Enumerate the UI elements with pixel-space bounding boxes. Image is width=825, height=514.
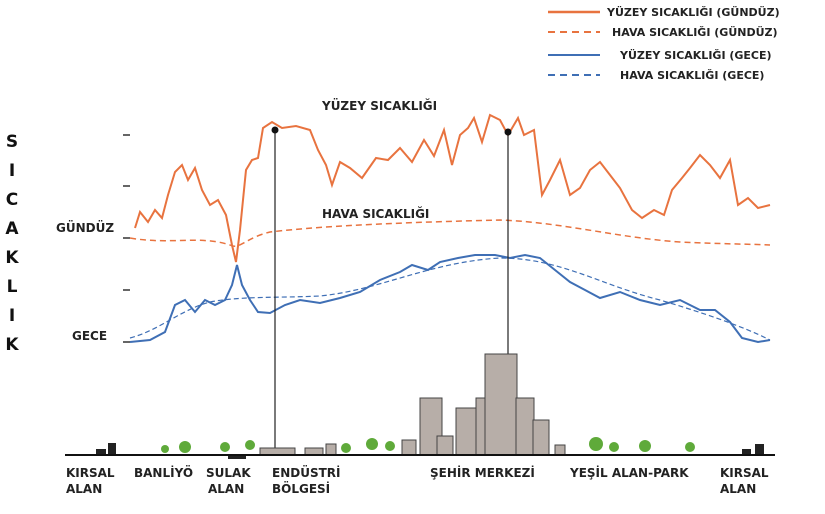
marker-dot xyxy=(271,126,279,134)
air-day-curve xyxy=(129,219,771,247)
zone-label: KIRSAL xyxy=(720,466,769,480)
zone-label: YEŞİL ALAN-PARK xyxy=(569,465,689,480)
zone-label: ENDÜSTRİ xyxy=(272,465,340,480)
rural-houses xyxy=(96,443,764,459)
zone-label: BANLİYÖ xyxy=(134,465,193,480)
surface-night-curve xyxy=(129,253,771,344)
axis-label: SICAKLIK xyxy=(2,132,22,364)
legend-label: YÜZEY SICAKLIĞI (GECE) xyxy=(619,48,772,62)
marker-dot xyxy=(504,128,512,136)
legend-label: HAVA SICAKLIĞI (GÜNDÜZ) xyxy=(612,25,778,39)
legend-label: YÜZEY SICAKLIĞI (GÜNDÜZ) xyxy=(606,5,780,19)
axis-ticks xyxy=(123,134,130,343)
annotation: YÜZEY SICAKLIĞI xyxy=(321,98,437,113)
air-night-curve xyxy=(129,257,771,341)
legend-label: HAVA SICAKLIĞI (GECE) xyxy=(620,69,764,82)
trees xyxy=(161,437,695,453)
zone-label: ALAN xyxy=(66,482,102,496)
annotation: HAVA SICAKLIĞI xyxy=(322,206,429,221)
annotation: GÜNDÜZ xyxy=(56,220,114,235)
zone-label: BÖLGESİ xyxy=(272,481,330,496)
zone-label: ŞEHİR MERKEZİ xyxy=(430,465,535,480)
surface-day-curve xyxy=(134,113,771,263)
zone-label: SULAK xyxy=(206,466,251,480)
zone-label: KIRSAL xyxy=(66,466,115,480)
zone-label: ALAN xyxy=(720,482,756,496)
buildings xyxy=(259,353,566,456)
zone-label: ALAN xyxy=(208,482,244,496)
annotation: GECE xyxy=(72,329,107,343)
